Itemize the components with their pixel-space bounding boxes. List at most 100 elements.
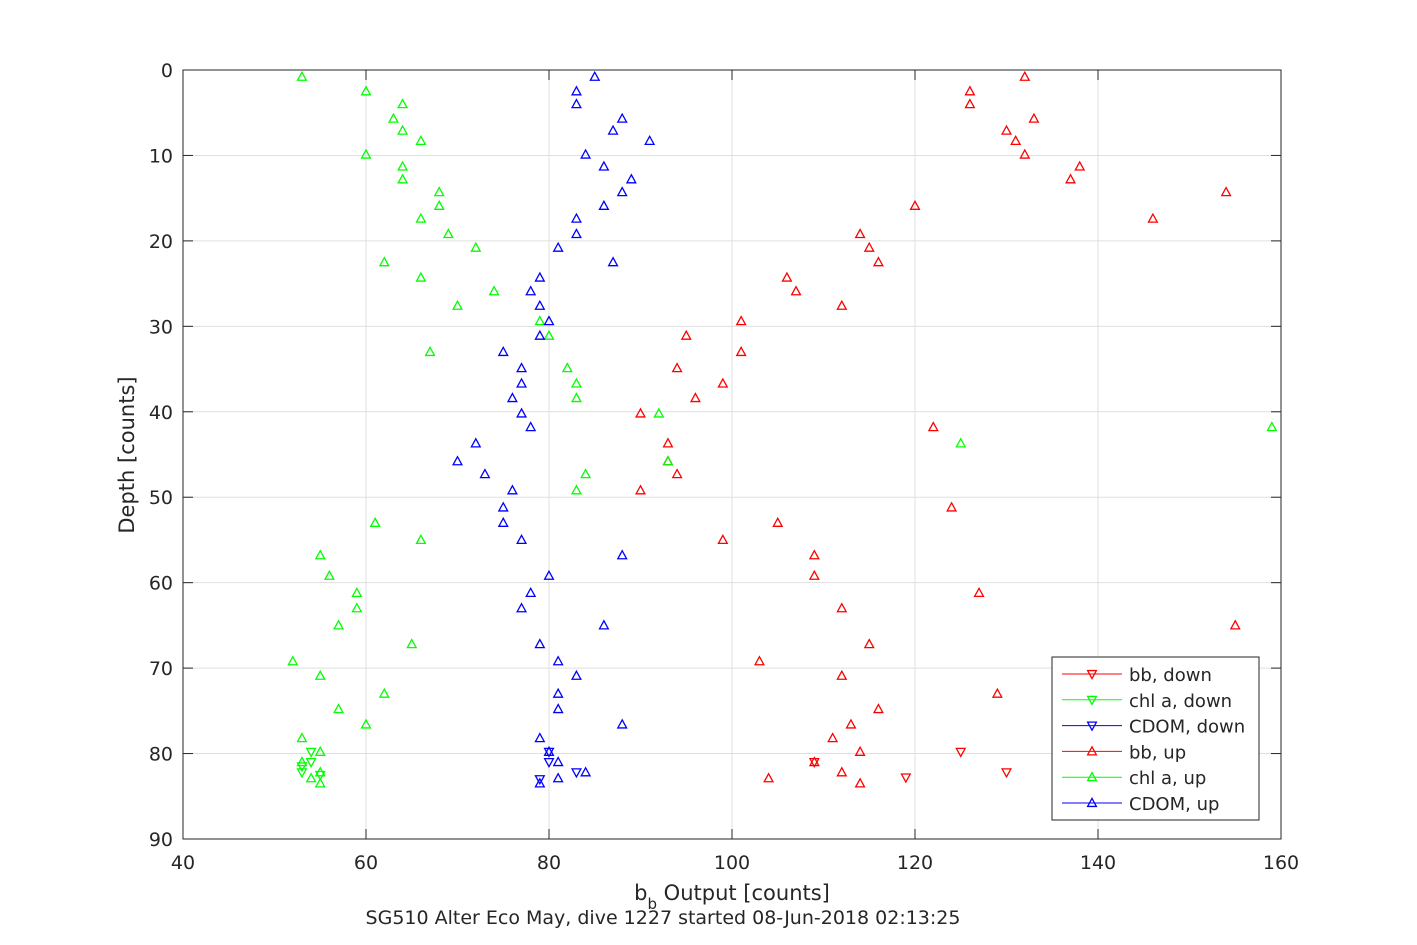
data-point-triangle-up [397,160,409,171]
data-point-triangle-up [506,392,518,403]
data-point-triangle-down [900,773,912,784]
data-point-triangle-up [360,85,372,96]
data-point-triangle-up [1001,124,1012,135]
data-point-triangle-up [570,377,582,388]
data-point-triangle-up [570,669,582,680]
data-point-triangle-up [433,186,445,197]
legend: bb, down chl a, down CDOM, down bb, up chl a… [1051,656,1260,821]
data-point-triangle-up [488,285,500,296]
data-point-triangle-up [525,285,537,296]
data-point-triangle-up [808,569,820,580]
data-point-triangle-up [689,392,701,403]
data-point-triangle-up [314,669,326,680]
data-points [287,70,1278,788]
data-point-triangle-up [763,772,775,783]
data-point-triangle-up [836,299,848,310]
data-point-triangle-up [717,377,729,388]
data-point-triangle-up [589,70,601,81]
data-point-triangle-up [534,732,546,743]
y-tick-label: 30 [149,316,173,338]
data-point-triangle-up [964,85,976,96]
data-point-triangle-up [470,241,482,252]
x-tick-label: 80 [537,852,561,874]
data-point-triangle-up [570,484,582,495]
legend-marker [1086,695,1098,706]
data-point-triangle-up [534,638,546,649]
data-point-triangle-up [735,346,747,357]
data-point-triangle-up [854,745,866,756]
data-point-triangle-up [909,199,921,210]
data-point-triangle-up [525,586,537,598]
y-tick-label: 0 [161,60,173,82]
data-point-triangle-up [653,407,665,418]
data-point-triangle-up [333,619,345,630]
data-point-triangle-up [543,315,555,326]
data-point-triangle-up [516,533,528,545]
data-point-triangle-up [424,346,436,357]
data-point-triangle-up [1019,148,1031,159]
data-point-triangle-up [598,160,610,171]
data-point-triangle-up [333,703,345,714]
axis-ticks: 40 60 80 100 120 140 160 0 10 20 30 40 50 60 70 80 90 [149,60,1299,874]
data-point-triangle-up [854,777,866,788]
legend-marker [1086,797,1098,808]
x-axis-label-rest: Output [counts] [657,881,830,905]
data-point-triangle-up [644,134,656,146]
data-point-triangle-up [497,346,509,357]
data-point-triangle-up [470,437,482,448]
data-point-triangle-up [580,766,592,777]
data-point-triangle-up [552,756,564,767]
data-point-triangle-up [351,586,363,598]
data-point-triangle-up [671,468,683,479]
data-point-triangle-up [1065,173,1077,184]
legend-label: bb, down [1129,665,1212,686]
data-point-triangle-up [296,70,308,81]
data-point-triangle-up [296,756,308,767]
data-point-triangle-up [323,569,335,580]
data-point-triangle-up [845,718,857,729]
x-tick-label: 100 [714,852,750,874]
data-point-triangle-up [387,112,399,123]
data-point-triangle-up [378,687,390,698]
legend-label: CDOM, down [1129,717,1245,738]
data-point-triangle-up [625,173,637,184]
data-point-triangle-up [1010,134,1022,146]
data-point-triangle-up [543,569,555,580]
data-point-triangle-up [296,732,308,743]
data-point-triangle-up [580,148,592,159]
data-point-triangle-up [1074,160,1086,171]
data-point-triangle-up [1028,112,1040,123]
data-point-triangle-up [955,437,967,448]
data-point-triangle-down [314,770,326,781]
data-point-triangle-up [452,299,463,310]
data-point-triangle-up [872,256,884,267]
data-point-triangle-up [534,299,546,310]
data-point-triangle-down [955,747,967,758]
data-point-triangle-up [314,777,326,788]
legend-label: chl a, up [1129,768,1206,789]
chart-title: SG510 Alter Eco May, dive 1227 started 0… [366,907,961,929]
data-point-triangle-down [1001,768,1012,779]
data-point-triangle-up [863,638,875,649]
data-point-triangle-up [772,516,784,527]
data-point-triangle-up [635,407,646,418]
data-point-triangle-down [808,758,820,769]
data-point-triangle-up [854,228,866,239]
data-point-triangle-up [397,98,409,109]
data-point-triangle-up [1220,186,1232,197]
data-point-triangle-up [314,549,326,560]
data-point-triangle-up [570,98,582,109]
x-axis-label: bb Output [counts] [634,881,830,913]
legend-marker [1086,771,1098,782]
data-point-triangle-up [442,228,454,239]
data-point-triangle-down [296,768,308,779]
legend-label: CDOM, up [1129,794,1219,815]
data-point-triangle-up [836,669,848,680]
x-tick-label: 160 [1263,852,1299,874]
legend-box [1051,656,1260,821]
legend-marker [1086,669,1098,680]
y-tick-label: 10 [149,145,173,167]
data-point-triangle-up [964,98,976,109]
y-tick-label: 90 [149,829,173,851]
